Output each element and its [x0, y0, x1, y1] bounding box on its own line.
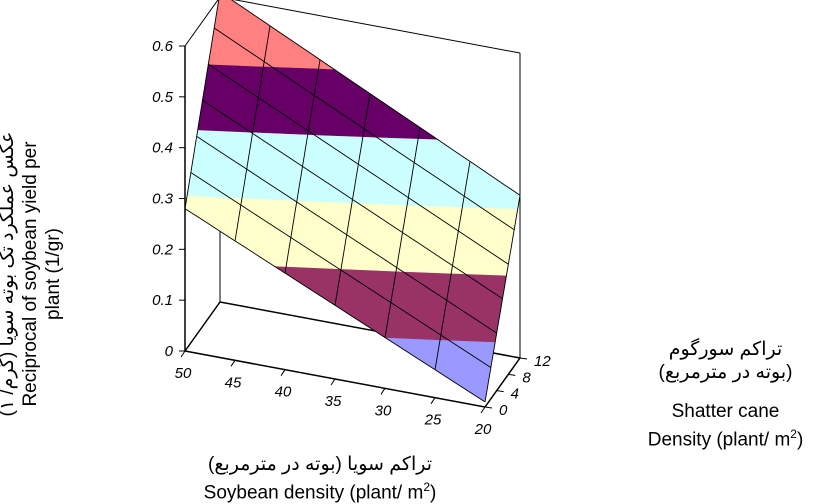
y-axis-title: عکس عملکرد تک بوته سویا (گرم/ ۱) Recipro…	[0, 94, 116, 454]
y-tick-label: 0.2	[152, 241, 174, 258]
x-axis-title-en: Soybean density (plant/ m2)	[150, 476, 490, 504]
x-axis-ticks: 50 45 40 35 30 25 20	[175, 350, 492, 438]
x-tick-mark	[180, 350, 186, 358]
z-axis-title-en-2: Density (plant/ m2)	[618, 423, 833, 451]
z-tick-mark	[508, 373, 516, 376]
z-tick-mark	[519, 357, 528, 360]
x-axis-title-fa: تراکم سویا (بوته در مترمربع)	[208, 454, 432, 475]
x-axis-title-en-text: Soybean density (plant/ m	[203, 482, 424, 504]
x-tick-mark	[430, 397, 436, 404]
z-tick-label: 8	[522, 369, 531, 386]
z-tick-label: 0	[499, 402, 508, 419]
surface-band-4	[363, 93, 421, 139]
z-axis-title-en-sup: 2	[790, 427, 797, 441]
x-tick-label: 45	[225, 374, 242, 391]
x-axis-title: تراکم سویا (بوته در مترمربع) Soybean den…	[150, 453, 490, 504]
x-axis-title-en-sup: 2	[423, 480, 431, 494]
z-axis-title-en-close: )	[796, 429, 804, 451]
mesh-line-u	[484, 195, 521, 402]
y-axis-title-fa: عکس عملکرد تک بوته سویا (گرم/ ۱)	[0, 131, 18, 417]
surface-band-1	[284, 266, 342, 306]
surface-band-5	[263, 25, 321, 69]
x-tick-mark	[230, 360, 236, 367]
z-axis-title: تراکم سورگوم (بوته در مترمربع) Shatter c…	[618, 338, 833, 451]
z-tick-mark	[484, 406, 493, 409]
z-axis-title-fa-1: تراکم سورگوم	[668, 339, 783, 360]
x-tick-label: 20	[474, 421, 492, 438]
x-tick-label: 35	[325, 393, 342, 410]
surface-band-2	[184, 195, 242, 242]
mesh-line-v	[213, 27, 515, 231]
box-back-top-edge	[233, 0, 521, 54]
z-axis-title-en-1: Shatter cane	[671, 401, 780, 422]
x-tick-mark	[330, 378, 336, 386]
y-tick-label: 0.5	[152, 89, 174, 106]
x-tick-label: 30	[375, 402, 392, 419]
y-axis-ticks: 0 0.1 0.2 0.3 0.4 0.5 0.6	[152, 38, 185, 360]
z-axis-title-fa-2: (بوته در مترمربع)	[658, 362, 793, 383]
floor-left-edge	[184, 301, 221, 352]
y-axis-title-en-1: Reciprocal of soybean yield per	[20, 141, 41, 407]
x-tick-label: 50	[175, 365, 192, 382]
x-tick-mark	[380, 388, 386, 395]
x-tick-label: 25	[424, 412, 442, 429]
mesh-line-v	[231, 0, 521, 196]
y-tick-label: 0.3	[152, 191, 174, 208]
x-axis-title-en-close: )	[430, 482, 437, 504]
x-tick-label: 40	[275, 384, 292, 401]
y-tick-label: 0.1	[152, 292, 173, 309]
z-tick-mark	[496, 390, 504, 393]
y-tick-label: 0	[165, 343, 174, 360]
z-tick-label: 4	[511, 386, 519, 403]
x-tick-mark	[480, 406, 486, 414]
y-tick-label: 0.4	[152, 140, 173, 157]
z-axis-title-en-2-text: Density (plant/ m	[647, 429, 791, 451]
surface	[184, 0, 521, 403]
y-tick-label: 0.6	[152, 38, 174, 55]
z-axis-line	[484, 357, 521, 408]
y-axis-title-en-2: plant (1/gr)	[43, 228, 64, 320]
box-top-left-edge	[184, 0, 219, 47]
z-tick-label: 12	[534, 353, 551, 370]
x-tick-mark	[280, 369, 286, 376]
